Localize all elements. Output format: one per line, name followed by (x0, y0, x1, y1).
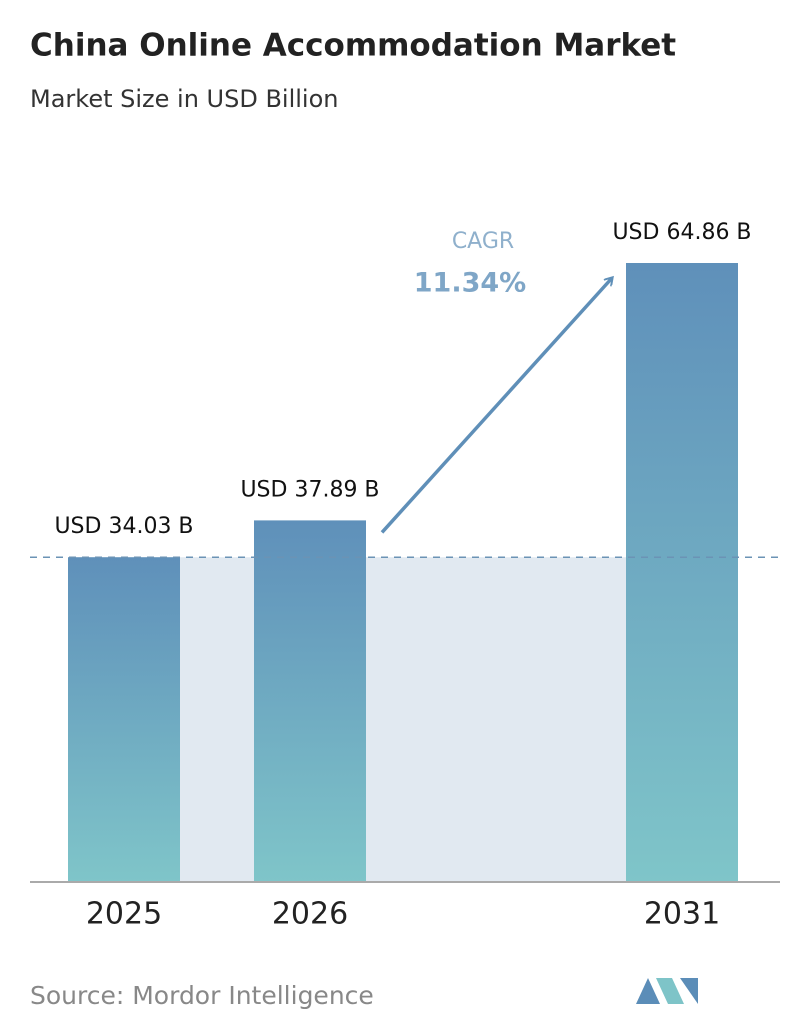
bar (626, 263, 738, 882)
bar (254, 520, 366, 882)
source: Source: Mordor Intelligence (30, 981, 374, 1010)
x-tick-label: 2031 (644, 897, 720, 932)
chart-title: China Online Accommodation Market (30, 28, 676, 64)
x-tick-label: 2025 (86, 897, 162, 932)
cagr-label: CAGR (452, 229, 514, 254)
cagr-arrow (380, 278, 612, 534)
chart-subtitle: Market Size in USD Billion (30, 85, 338, 113)
bar (68, 557, 180, 882)
x-tick-label: 2026 (272, 897, 348, 932)
value-label: USD 34.03 B (54, 514, 193, 539)
value-label: USD 37.89 B (240, 477, 379, 502)
value-label: USD 64.86 B (612, 220, 751, 245)
cagr-value: 11.34% (414, 268, 526, 299)
logo (636, 978, 698, 1004)
